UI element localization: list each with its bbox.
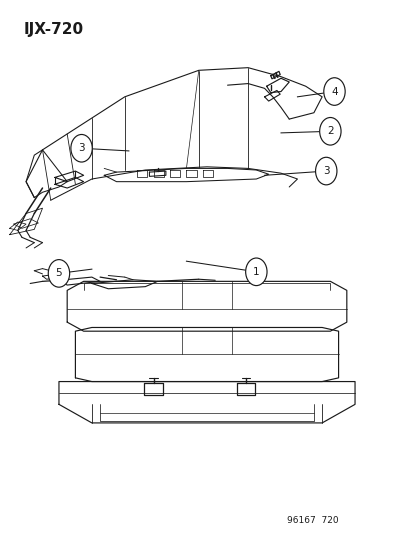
Circle shape [319, 117, 340, 145]
Circle shape [48, 260, 69, 287]
Circle shape [71, 134, 92, 162]
Text: 5: 5 [55, 269, 62, 278]
Circle shape [315, 157, 336, 185]
Circle shape [323, 78, 344, 106]
Text: 3: 3 [322, 166, 329, 176]
Text: 2: 2 [326, 126, 333, 136]
Text: 3: 3 [78, 143, 85, 154]
Text: 4: 4 [330, 86, 337, 96]
Text: 96167  720: 96167 720 [287, 516, 338, 525]
Text: IJX-720: IJX-720 [24, 21, 84, 37]
Circle shape [245, 258, 266, 286]
Text: 1: 1 [252, 267, 259, 277]
